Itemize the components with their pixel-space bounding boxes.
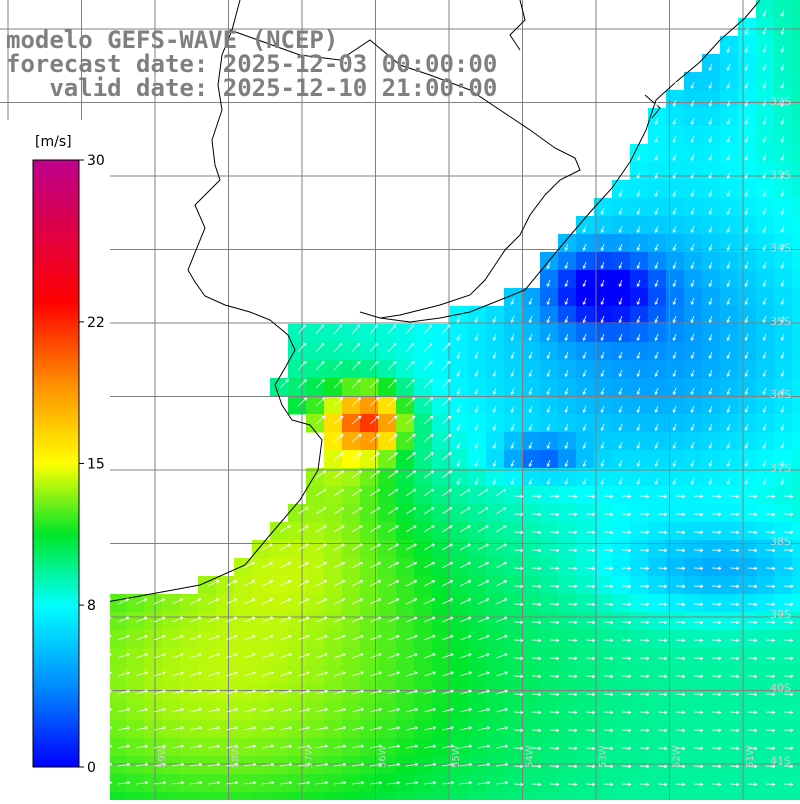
- lon-label: 57W: [304, 745, 315, 768]
- colorbar-tick-label: 30: [87, 153, 105, 169]
- colorbar-unit: [m/s]: [35, 134, 72, 150]
- lat-label: 38S: [770, 535, 791, 548]
- colorbar-tick-label: 22: [87, 315, 105, 331]
- lon-label: 55W: [451, 745, 462, 768]
- colorbar-tick-label: 0: [87, 760, 96, 776]
- colorbar: [m/s] 30 22 15 8 0: [0, 120, 110, 800]
- lon-label: 51W: [745, 745, 756, 768]
- lat-label: 33S: [770, 168, 791, 181]
- title-valid-date: valid date: 2025-12-10 21:00:00: [6, 76, 497, 100]
- lat-label: 36S: [770, 388, 791, 401]
- lat-label: 40S: [770, 681, 791, 694]
- lon-label: 53W: [598, 745, 609, 768]
- lat-label: 37S: [770, 462, 791, 475]
- colorbar-tick-label: 8: [87, 598, 96, 614]
- lat-label: 34S: [770, 242, 791, 255]
- colorbar-gradient: [33, 160, 79, 767]
- lon-label: 58W: [231, 745, 242, 768]
- lon-label: 56W: [378, 745, 389, 768]
- colorbar-tick-label: 15: [87, 457, 105, 473]
- title-model: modelo GEFS-WAVE (NCEP): [6, 28, 497, 52]
- lat-label: 41S: [770, 755, 791, 768]
- lat-label: 32S: [770, 95, 791, 108]
- lat-label: 39S: [770, 608, 791, 621]
- lat-label: 35S: [770, 315, 791, 328]
- lon-label: 59W: [157, 745, 168, 768]
- map-title: modelo GEFS-WAVE (NCEP) forecast date: 2…: [6, 28, 497, 100]
- lon-label: 54W: [525, 745, 536, 768]
- lon-label: 52W: [672, 745, 683, 768]
- title-forecast-date: forecast date: 2025-12-03 00:00:00: [6, 52, 497, 76]
